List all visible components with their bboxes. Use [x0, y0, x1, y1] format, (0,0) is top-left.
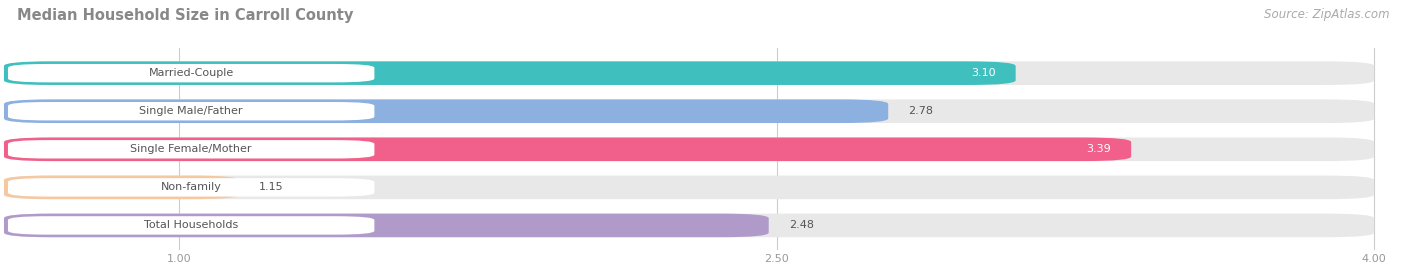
Text: Single Female/Mother: Single Female/Mother — [131, 144, 252, 154]
FancyBboxPatch shape — [8, 140, 374, 158]
FancyBboxPatch shape — [4, 214, 769, 237]
Text: Median Household Size in Carroll County: Median Household Size in Carroll County — [17, 8, 353, 23]
FancyBboxPatch shape — [4, 214, 1374, 237]
Text: Non-family: Non-family — [160, 182, 222, 192]
FancyBboxPatch shape — [4, 176, 1374, 199]
FancyBboxPatch shape — [4, 100, 1374, 123]
FancyBboxPatch shape — [8, 216, 374, 235]
FancyBboxPatch shape — [8, 178, 374, 197]
FancyBboxPatch shape — [4, 137, 1132, 161]
Text: 3.39: 3.39 — [1087, 144, 1111, 154]
Text: 2.78: 2.78 — [908, 106, 934, 116]
Text: 2.48: 2.48 — [789, 220, 814, 231]
Text: Married-Couple: Married-Couple — [149, 68, 233, 78]
Text: 1.15: 1.15 — [259, 182, 284, 192]
Text: Total Households: Total Households — [143, 220, 238, 231]
FancyBboxPatch shape — [4, 176, 239, 199]
FancyBboxPatch shape — [8, 64, 374, 82]
FancyBboxPatch shape — [8, 102, 374, 121]
FancyBboxPatch shape — [4, 137, 1374, 161]
Text: Single Male/Father: Single Male/Father — [139, 106, 243, 116]
Text: 3.10: 3.10 — [972, 68, 995, 78]
FancyBboxPatch shape — [4, 100, 889, 123]
FancyBboxPatch shape — [4, 61, 1374, 85]
Text: Source: ZipAtlas.com: Source: ZipAtlas.com — [1264, 8, 1389, 21]
FancyBboxPatch shape — [4, 61, 1015, 85]
